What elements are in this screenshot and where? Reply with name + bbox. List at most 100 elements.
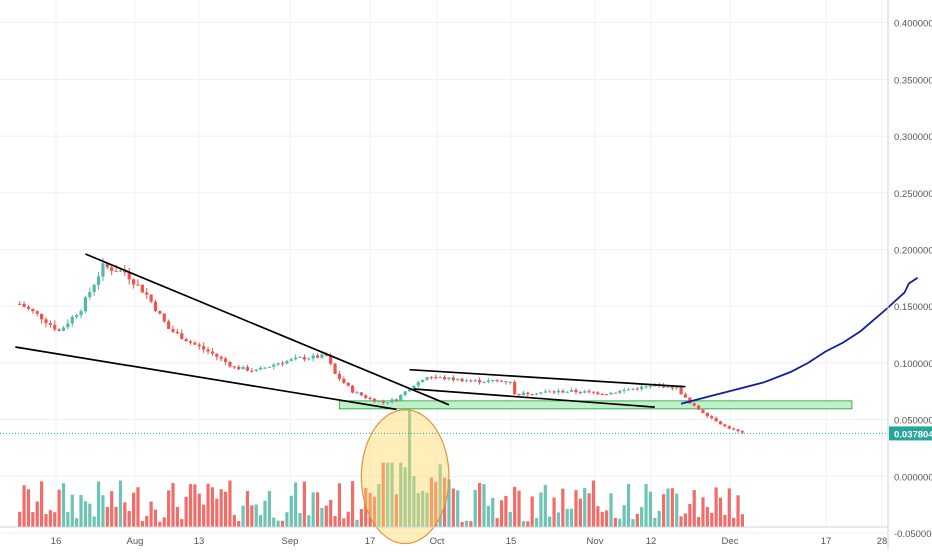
candle-body <box>364 395 368 398</box>
volume-bar <box>569 508 574 527</box>
candle-body <box>92 284 96 293</box>
volume-bar <box>416 493 420 527</box>
volume-bar <box>609 493 613 527</box>
candle-body <box>342 378 346 383</box>
candle-body <box>438 377 442 379</box>
volume-bar <box>596 506 600 527</box>
candle-body <box>44 319 48 323</box>
candle-body <box>622 389 626 391</box>
candle-body <box>539 392 543 394</box>
volume-bar <box>381 462 385 527</box>
volume-bars <box>18 410 745 527</box>
volume-bar <box>53 512 57 527</box>
candle-body <box>263 367 267 369</box>
x-tick-label: 15 <box>506 536 517 547</box>
candle-body <box>543 391 547 393</box>
volume-bar <box>727 488 731 527</box>
volume-bar <box>591 480 596 527</box>
candle-body <box>180 333 184 340</box>
volume-bar <box>276 520 280 527</box>
volume-bar <box>517 490 521 527</box>
volume-bar <box>66 512 70 527</box>
candle-body <box>521 392 526 396</box>
volume-bar <box>434 481 438 527</box>
volume-bar <box>324 505 328 527</box>
candle-body <box>456 378 460 381</box>
volume-bar <box>710 512 714 527</box>
volume-bar <box>70 494 74 527</box>
volume-bar <box>478 483 482 527</box>
volume-bar <box>718 497 723 527</box>
volume-bar <box>372 496 377 527</box>
candle-body <box>298 357 302 359</box>
volume-bar <box>723 514 727 527</box>
volume-bar <box>705 507 709 527</box>
candle-body <box>118 270 123 272</box>
volume-bar <box>342 518 346 527</box>
candle-body <box>740 431 745 433</box>
volume-bar <box>289 495 293 527</box>
candle-body <box>245 367 250 371</box>
candle-body <box>526 392 530 395</box>
volume-bar <box>407 410 412 527</box>
volume-bar <box>44 514 48 527</box>
volume-bar <box>136 487 140 527</box>
candle-body <box>158 311 162 314</box>
volume-bar <box>285 512 289 527</box>
volume-bar <box>442 477 447 527</box>
candle-body <box>727 426 731 429</box>
volume-bar <box>294 482 298 527</box>
y-tick-label: 0.400000 <box>894 19 932 30</box>
volume-bar <box>215 498 219 527</box>
candle-body <box>70 316 74 324</box>
volume-bar <box>223 491 228 527</box>
candle-body <box>267 366 271 368</box>
volume-bar <box>315 492 320 527</box>
candle-body <box>359 392 363 396</box>
volume-bar <box>464 520 469 527</box>
candle-body <box>429 377 434 379</box>
candle-body <box>534 393 539 395</box>
volume-bar <box>631 519 635 527</box>
x-tick-label: 13 <box>194 536 205 547</box>
candle-body <box>254 369 258 371</box>
volume-bar <box>534 518 539 527</box>
volume-bar <box>31 512 35 527</box>
volume-bar <box>429 477 434 527</box>
candle-body <box>123 270 127 273</box>
volume-bar <box>740 514 745 527</box>
volume-bar <box>206 483 210 527</box>
volume-bar <box>543 485 547 527</box>
candle-body <box>368 397 372 399</box>
candle-body <box>105 263 109 268</box>
candle-body <box>407 389 412 392</box>
volume-bar <box>482 484 486 527</box>
volume-bar <box>456 490 460 527</box>
candle-body <box>442 377 447 380</box>
volume-bar <box>298 513 302 527</box>
candle-body <box>421 379 425 383</box>
volume-bar <box>508 511 512 527</box>
candle-body <box>591 391 596 393</box>
volume-highlight-ellipse <box>360 409 450 545</box>
candle-body <box>40 313 44 320</box>
candle-body <box>460 378 464 382</box>
volume-bar <box>565 508 569 527</box>
volume-bar <box>219 489 223 527</box>
volume-bar <box>167 490 171 527</box>
candle-body <box>618 390 622 393</box>
candle-body <box>640 386 644 389</box>
candle-body <box>451 377 455 381</box>
volume-bar <box>701 497 705 527</box>
candle-body <box>530 394 534 396</box>
candle-body <box>565 391 569 393</box>
volume-bar <box>653 517 657 527</box>
candle-body <box>167 321 171 329</box>
volume-bar <box>149 501 153 527</box>
volume-bar <box>259 515 263 527</box>
candle-body <box>600 394 604 396</box>
volume-bar <box>438 464 442 527</box>
candle-body <box>635 388 639 390</box>
volume-bar <box>692 490 696 527</box>
